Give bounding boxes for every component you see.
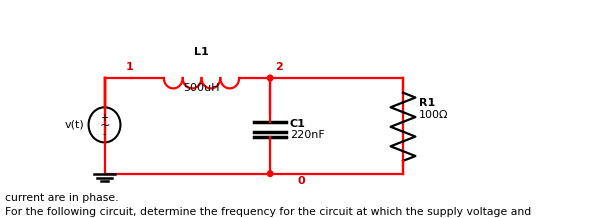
Text: +: + xyxy=(100,113,109,123)
Circle shape xyxy=(267,171,273,177)
Text: R1: R1 xyxy=(419,97,435,107)
Text: 220nF: 220nF xyxy=(290,129,324,140)
Text: 1: 1 xyxy=(125,62,133,72)
Text: 0: 0 xyxy=(297,175,305,186)
Text: ~: ~ xyxy=(99,119,110,132)
Text: 500uH: 500uH xyxy=(183,83,220,93)
Text: For the following circuit, determine the frequency for the circuit at which the : For the following circuit, determine the… xyxy=(5,207,531,217)
Text: L1: L1 xyxy=(194,47,209,56)
Text: 2: 2 xyxy=(275,62,283,72)
Text: v(t): v(t) xyxy=(64,120,84,130)
Text: 100Ω: 100Ω xyxy=(419,110,448,120)
Text: C1: C1 xyxy=(290,119,306,129)
Circle shape xyxy=(267,75,273,81)
Text: current are in phase.: current are in phase. xyxy=(5,193,119,203)
Text: -: - xyxy=(103,129,106,139)
